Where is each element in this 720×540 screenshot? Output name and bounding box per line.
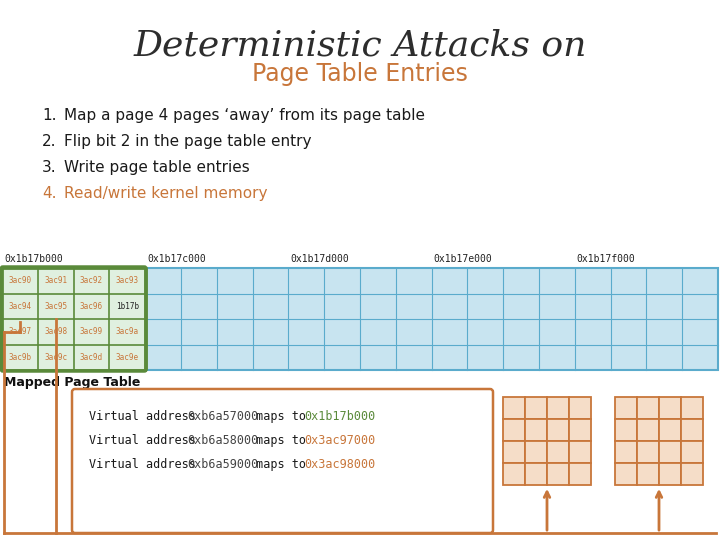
Bar [569,441,591,463]
Bar [637,441,659,463]
Text: 2.: 2. [42,134,56,149]
Bar [503,419,525,441]
Text: 3ac92: 3ac92 [80,276,103,285]
Text: Page Table Entries: Page Table Entries [252,62,468,86]
Text: maps to: maps to [249,410,313,423]
Text: 3ac9e: 3ac9e [116,353,139,362]
Text: 3ac91: 3ac91 [44,276,67,285]
Text: Map a page 4 pages ‘away’ from its page table: Map a page 4 pages ‘away’ from its page … [64,108,425,123]
Bar [659,463,681,485]
Bar [681,463,703,485]
Text: 3ac9d: 3ac9d [80,353,103,362]
Bar [503,441,525,463]
Text: 3.: 3. [42,160,57,175]
Text: 3ac94: 3ac94 [9,302,32,310]
Text: 0xb6a57000: 0xb6a57000 [187,410,258,423]
Text: 3ac90: 3ac90 [9,276,32,285]
Bar [2,268,145,370]
Text: 0x1b17c000: 0x1b17c000 [147,254,206,264]
Bar [547,397,569,419]
Bar [681,419,703,441]
Bar [637,419,659,441]
Bar [615,463,637,485]
Bar [503,397,525,419]
Bar [547,441,569,463]
Text: 0x3ac97000: 0x3ac97000 [305,434,376,447]
Text: 0x1b17e000: 0x1b17e000 [433,254,492,264]
Text: 3ac9a: 3ac9a [116,327,139,336]
Text: 3ac97: 3ac97 [9,327,32,336]
Bar [659,397,681,419]
Bar [525,441,547,463]
Text: 4.: 4. [42,186,56,201]
Text: Write page table entries: Write page table entries [64,160,250,175]
Text: 3ac9b: 3ac9b [9,353,32,362]
Text: 0x1b17b000: 0x1b17b000 [4,254,63,264]
Text: Flip bit 2 in the page table entry: Flip bit 2 in the page table entry [64,134,312,149]
Bar [525,463,547,485]
Text: 3ac9c: 3ac9c [44,353,67,362]
Bar [615,419,637,441]
Text: 0xb6a59000: 0xb6a59000 [187,458,258,471]
Text: 0xb6a58000: 0xb6a58000 [187,434,258,447]
Text: 3ac98: 3ac98 [44,327,67,336]
Text: maps to: maps to [249,458,313,471]
Bar [637,463,659,485]
Bar [637,397,659,419]
Text: maps to: maps to [249,434,313,447]
Text: 3ac96: 3ac96 [80,302,103,310]
Bar [547,419,569,441]
Bar [659,419,681,441]
Text: 1.: 1. [42,108,56,123]
Text: 3ac99: 3ac99 [80,327,103,336]
Text: Virtual address: Virtual address [89,458,203,471]
Bar [547,463,569,485]
Text: Virtual address: Virtual address [89,434,203,447]
Bar [525,397,547,419]
Bar [659,441,681,463]
Text: 0x1b17b000: 0x1b17b000 [305,410,376,423]
Text: Mapped Page Table: Mapped Page Table [4,376,140,389]
Bar [615,397,637,419]
Bar [569,463,591,485]
Text: 1b17b: 1b17b [116,302,139,310]
Text: 0x1b17f000: 0x1b17f000 [577,254,636,264]
FancyBboxPatch shape [72,389,493,533]
Text: 0x1b17d000: 0x1b17d000 [290,254,349,264]
Text: 3ac93: 3ac93 [116,276,139,285]
Text: 0x3ac98000: 0x3ac98000 [305,458,376,471]
Text: Read/write kernel memory: Read/write kernel memory [64,186,268,201]
Bar [525,419,547,441]
Text: Virtual address: Virtual address [89,410,203,423]
Bar [615,441,637,463]
Text: 3ac95: 3ac95 [44,302,67,310]
Bar [569,397,591,419]
Text: Deterministic Attacks on: Deterministic Attacks on [133,28,587,62]
Bar [503,463,525,485]
Bar [569,419,591,441]
Bar [2,268,718,370]
Bar [681,441,703,463]
Bar [681,397,703,419]
